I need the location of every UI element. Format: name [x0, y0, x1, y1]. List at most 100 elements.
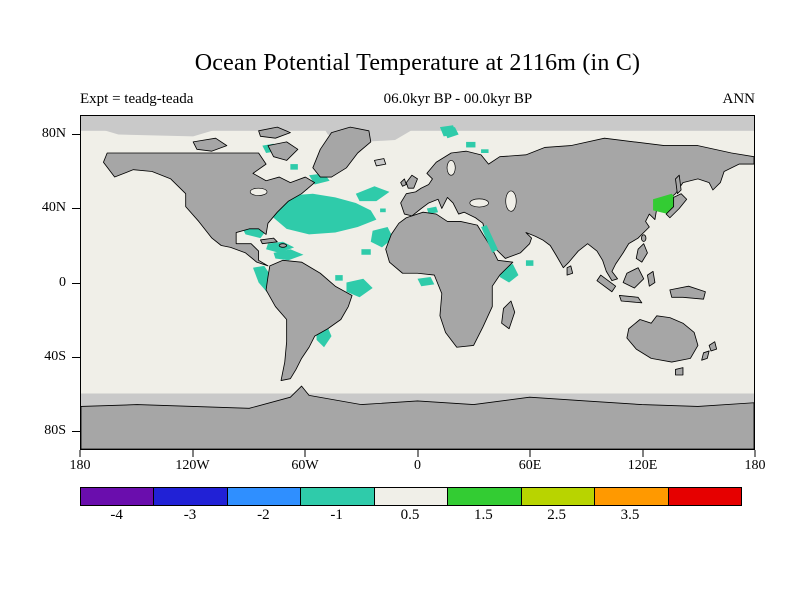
colorbar-segment — [153, 488, 227, 505]
landmass-antarctica — [81, 385, 754, 449]
y-tick-label: 40S — [44, 348, 66, 364]
atlantic-speck — [380, 208, 386, 213]
colorbar-label: 1.5 — [473, 507, 493, 523]
barents-sea-speck — [481, 149, 489, 153]
landmass-madagascar — [501, 300, 516, 330]
y-axis: 80N 40N 0 40S 80S — [0, 115, 80, 450]
landmass-iceland — [373, 158, 387, 167]
x-tick-label: 180 — [69, 458, 91, 473]
colorbar-segment — [300, 488, 374, 505]
x-tick-mark — [417, 450, 418, 457]
landmass-japan — [665, 193, 688, 219]
west-mediterranean-anomaly — [426, 206, 439, 215]
south-america-north-coast-anomaly — [273, 249, 304, 261]
colorbar-label: -2 — [257, 507, 270, 523]
colorbar-segment — [520, 488, 595, 505]
map-panel — [80, 115, 755, 450]
landmass-british-isles — [405, 174, 418, 189]
landmass-hispaniola — [278, 243, 288, 248]
landmasses — [103, 126, 754, 381]
x-tick-label: 60W — [291, 458, 319, 473]
caribbean-anomaly — [266, 241, 295, 253]
colorbar-label: -1 — [330, 507, 343, 523]
y-tick-mark — [72, 208, 80, 210]
landmass-new-guinea — [669, 285, 706, 300]
arabian-sea-speck — [525, 260, 534, 266]
landmass-sumatra — [596, 274, 617, 293]
x-tick-label: 120W — [175, 458, 210, 473]
landmass-borneo — [622, 267, 645, 289]
equatorial-atlantic-speck — [335, 275, 343, 281]
northwest-africa-anomaly — [370, 227, 394, 248]
x-tick-label: 180 — [744, 458, 766, 473]
canadian-arctic-ice — [81, 121, 231, 137]
y-tick-label: 40N — [41, 200, 66, 216]
barents-sea-anomaly — [466, 141, 476, 148]
colorbar — [80, 487, 742, 506]
inland-waters — [249, 160, 517, 212]
caspian-sea — [505, 190, 517, 212]
landmass-tasmania — [675, 367, 684, 376]
svalbard-anomaly — [443, 127, 459, 139]
colorbar-label: -4 — [110, 507, 123, 523]
landmass-baffin-island — [267, 141, 299, 161]
x-tick-mark — [754, 450, 756, 457]
x-tick-mark — [529, 450, 531, 457]
colorbar-segment — [226, 488, 301, 505]
experiment-label: Expt = teadg-teada — [80, 91, 194, 107]
negative-anomaly-patches — [241, 125, 534, 348]
landmass-australia — [626, 315, 699, 363]
landmass-new-zealand-south — [701, 350, 710, 361]
landmass-sulawesi — [647, 270, 656, 287]
colorbar-label: 0.5 — [400, 507, 420, 523]
colorbar-segment — [667, 488, 741, 505]
x-axis: 180 120W 60W 0 60E 120E 180 — [70, 450, 766, 478]
y-tick-label: 80N — [41, 125, 66, 141]
x-tick-mark — [79, 450, 81, 457]
x-tick-label: 120E — [627, 458, 658, 473]
colorbar-segment — [81, 488, 154, 505]
cape-verde-speck — [361, 249, 371, 255]
colorbar-segment — [447, 488, 521, 505]
landmass-victoria-island — [192, 137, 228, 152]
x-tick-mark — [192, 450, 193, 457]
landmass-greenland — [312, 126, 372, 178]
davis-strait-anomaly — [290, 164, 298, 170]
landmass-philippines — [635, 243, 648, 263]
baltic-sea — [446, 160, 456, 176]
x-tick-label: 60E — [518, 458, 542, 473]
landmass-new-zealand-north — [708, 341, 718, 352]
period-label: 06.0kyr BP - 00.0kyr BP — [383, 91, 533, 107]
y-tick-mark — [72, 133, 80, 135]
landmass-sri-lanka — [566, 265, 574, 276]
y-tick-label: 80S — [44, 423, 66, 439]
colorbar-segment — [594, 488, 668, 505]
colorbar-label: 3.5 — [620, 507, 640, 523]
y-tick-label: 0 — [59, 274, 66, 290]
landmass-ellesmere-island — [258, 126, 291, 139]
y-tick-mark — [72, 431, 80, 433]
world-map — [81, 116, 754, 449]
great-lakes — [249, 187, 268, 196]
landmass-africa — [385, 211, 514, 348]
red-sea-anomaly — [481, 225, 498, 253]
northeast-atlantic-anomaly — [355, 186, 390, 202]
y-tick-mark — [72, 356, 80, 358]
season-label: ANN — [722, 91, 755, 107]
north-atlantic-anomaly — [273, 193, 377, 235]
y-tick-mark — [72, 282, 80, 284]
landmass-java — [618, 295, 643, 304]
arctic-ice-band — [81, 116, 754, 131]
landmass-south-america — [265, 259, 353, 381]
figure-title: Ocean Potential Temperature at 2116m (in… — [194, 50, 641, 76]
equatorial-atlantic-anomaly — [346, 278, 373, 298]
landmass-taiwan — [641, 234, 647, 242]
landmass-sakhalin — [675, 174, 682, 195]
x-tick-mark — [642, 450, 643, 457]
colorbar-labels: -4 -3 -2 -1 0.5 1.5 2.5 3.5 — [80, 507, 740, 527]
landmass-cuba — [260, 237, 278, 245]
colorbar-label: -3 — [183, 507, 197, 523]
gulf-of-guinea-anomaly — [417, 276, 435, 287]
colorbar-segment — [373, 488, 448, 505]
